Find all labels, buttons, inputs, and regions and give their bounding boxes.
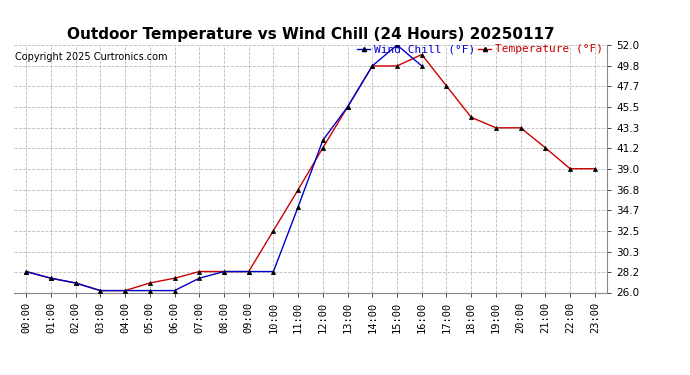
Title: Outdoor Temperature vs Wind Chill (24 Hours) 20250117: Outdoor Temperature vs Wind Chill (24 Ho… <box>67 27 554 42</box>
Text: Copyright 2025 Curtronics.com: Copyright 2025 Curtronics.com <box>15 53 168 62</box>
Legend: Wind Chill (°F), Temperature (°F): Wind Chill (°F), Temperature (°F) <box>353 40 607 59</box>
